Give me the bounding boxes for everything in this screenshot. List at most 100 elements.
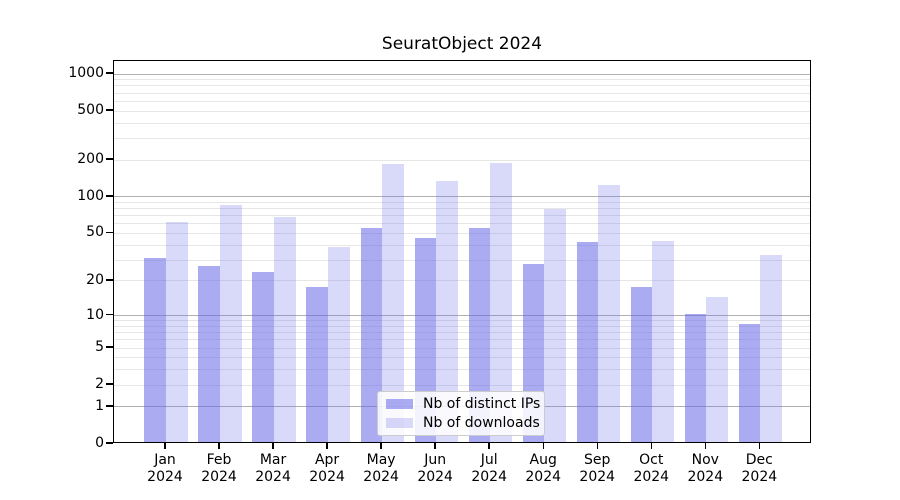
y-tick-label: 10 [86,306,104,323]
x-tick-label: Sep 2024 [565,452,629,486]
bar-distinct-ips [252,271,275,442]
legend-swatch-distinct-ips [386,399,413,409]
x-tick-mark [380,443,382,449]
y-tick-mark [106,405,113,407]
bar-downloads [328,247,350,442]
y-gridline-minor [114,92,810,94]
y-gridline-minor [114,122,810,124]
x-tick-year: 2024 [741,469,778,485]
x-tick-year: 2024 [417,469,453,485]
x-tick-month: Mar [259,452,287,468]
x-tick-label: Mar 2024 [241,452,305,486]
y-gridline-minor [114,100,810,102]
y-tick-label: 0 [95,435,104,451]
x-tick-label: Jul 2024 [457,452,521,486]
x-tick-label: May 2024 [349,452,413,486]
y-gridline-minor [114,85,810,87]
x-tick-label: Nov 2024 [673,452,737,486]
y-tick-label: 200 [77,151,104,168]
y-tick-mark [106,72,113,74]
x-tick-mark [704,443,706,449]
y-tick-label: 1 [95,397,104,414]
y-gridline-minor [114,332,810,334]
x-tick-label: Apr 2024 [295,452,359,486]
y-tick-label: 5 [95,339,104,356]
bar-downloads [760,254,782,442]
y-tick-label: 50 [86,224,104,241]
y-tick-mark [106,158,113,160]
y-tick-mark [106,279,113,281]
bar-distinct-ips [360,228,383,442]
x-tick-month: May [366,452,396,468]
y-gridline-minor [114,280,810,282]
bar-downloads [652,240,674,442]
y-tick-mark [106,346,113,348]
bar-downloads [382,164,404,442]
y-gridline-minor [114,232,810,234]
x-tick-year: 2024 [255,469,291,485]
bar-distinct-ips [144,258,166,442]
x-tick-year: 2024 [525,469,562,485]
bar-downloads [274,216,296,442]
x-tick-mark [488,443,490,449]
x-tick-month: Apr [314,452,340,468]
legend: Nb of distinct IPs Nb of downloads [377,391,545,436]
x-tick-mark [164,443,166,449]
x-tick-month: Sep [584,452,611,468]
y-gridline-minor [114,110,810,112]
x-tick-month: Nov [691,452,719,468]
plot-area [113,60,811,443]
x-tick-label: Feb 2024 [187,452,251,486]
y-tick-mark [106,383,113,385]
y-gridline-minor [114,223,810,225]
y-tick-mark [106,231,113,234]
x-tick-mark [326,443,328,449]
x-tick-label: Jun 2024 [403,452,467,486]
y-gridline-minor [114,201,810,203]
x-tick-month: Jul [480,452,498,468]
bar-downloads [544,209,566,442]
y-gridline-minor [114,137,810,139]
x-tick-year: 2024 [363,469,399,485]
y-gridline-minor [114,339,810,341]
x-tick-label: Oct 2024 [619,452,683,486]
y-gridline-major [114,315,810,317]
bar-distinct-ips [198,265,221,442]
y-tick-label: 1000 [68,65,104,82]
legend-label-distinct-ips: Nb of distinct IPs [423,396,541,412]
bar-distinct-ips [630,287,653,442]
y-tick-mark [106,109,113,111]
y-gridline-minor [114,259,810,261]
chart-title: SeuratObject 2024 [381,34,543,54]
x-tick-mark [218,443,220,449]
bar-distinct-ips [306,287,329,442]
x-tick-month: Feb [206,452,232,468]
y-gridline-minor [114,357,810,359]
x-tick-year: 2024 [579,469,616,485]
x-tick-label: Dec 2024 [727,452,791,486]
x-tick-month: Aug [529,452,557,468]
bar-distinct-ips [738,324,761,442]
x-tick-mark [542,443,544,449]
x-tick-year: 2024 [687,469,724,485]
bar-downloads [490,162,512,442]
y-gridline-minor [114,325,810,327]
y-gridline-minor [114,244,810,246]
x-tick-month: Jun [424,452,447,468]
y-gridline-major [114,73,810,75]
bar-downloads [436,180,458,442]
y-gridline-minor [114,159,810,161]
x-tick-label: Jan 2024 [133,452,197,486]
x-tick-year: 2024 [147,469,183,485]
y-gridline-minor [114,320,810,322]
x-tick-month: Jan [154,452,176,468]
x-tick-mark [272,443,274,449]
bar-downloads [220,205,242,442]
bar-downloads [166,221,188,442]
legend-swatch-downloads [386,418,413,428]
y-tick-mark [106,195,113,197]
y-tick-label: 20 [86,271,104,288]
legend-label-downloads: Nb of downloads [423,415,540,431]
y-gridline-minor [114,347,810,349]
legend-item-downloads: Nb of downloads [386,415,544,431]
